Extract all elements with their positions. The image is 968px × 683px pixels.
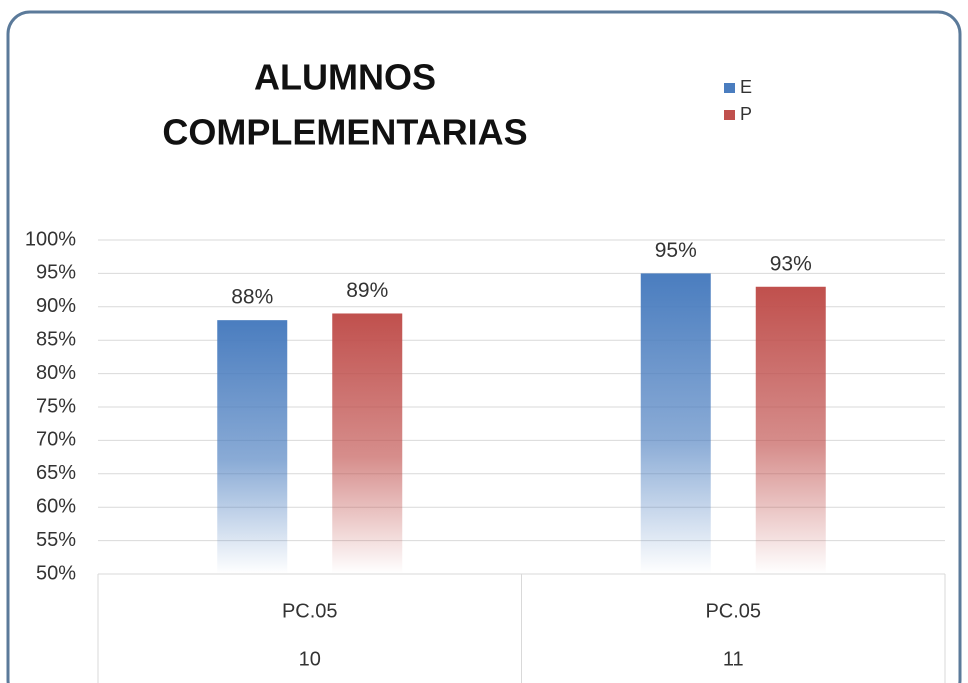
y-tick-label: 65%	[36, 462, 76, 484]
chart-title: COMPLEMENTARIAS	[162, 112, 527, 153]
bar	[640, 273, 711, 574]
bar	[332, 313, 403, 574]
y-tick-label: 95%	[36, 262, 76, 284]
x-tick-label: 11	[723, 648, 744, 670]
y-tick-label: 55%	[36, 529, 76, 551]
data-label: 88%	[231, 286, 273, 309]
y-tick-label: 70%	[36, 429, 76, 451]
legend-label: E	[740, 77, 752, 97]
y-tick-label: 60%	[36, 495, 76, 517]
y-tick-label: 80%	[36, 362, 76, 384]
y-tick-label: 85%	[36, 328, 76, 350]
legend-marker	[724, 110, 735, 120]
x-tick-label: 10	[299, 648, 321, 670]
x-tick-label: PC.05	[282, 600, 338, 622]
x-tick-label: PC.05	[705, 600, 761, 622]
legend-label: P	[740, 104, 752, 124]
y-tick-label: 50%	[36, 562, 76, 584]
legend-marker	[724, 83, 735, 93]
data-label: 95%	[655, 239, 697, 262]
bar	[217, 320, 288, 574]
y-tick-label: 100%	[25, 228, 76, 250]
data-label: 89%	[346, 279, 388, 302]
bar	[755, 286, 826, 574]
chart-title: ALUMNOS	[254, 57, 436, 98]
y-tick-label: 75%	[36, 395, 76, 417]
data-label: 93%	[770, 252, 812, 275]
y-tick-label: 90%	[36, 295, 76, 317]
